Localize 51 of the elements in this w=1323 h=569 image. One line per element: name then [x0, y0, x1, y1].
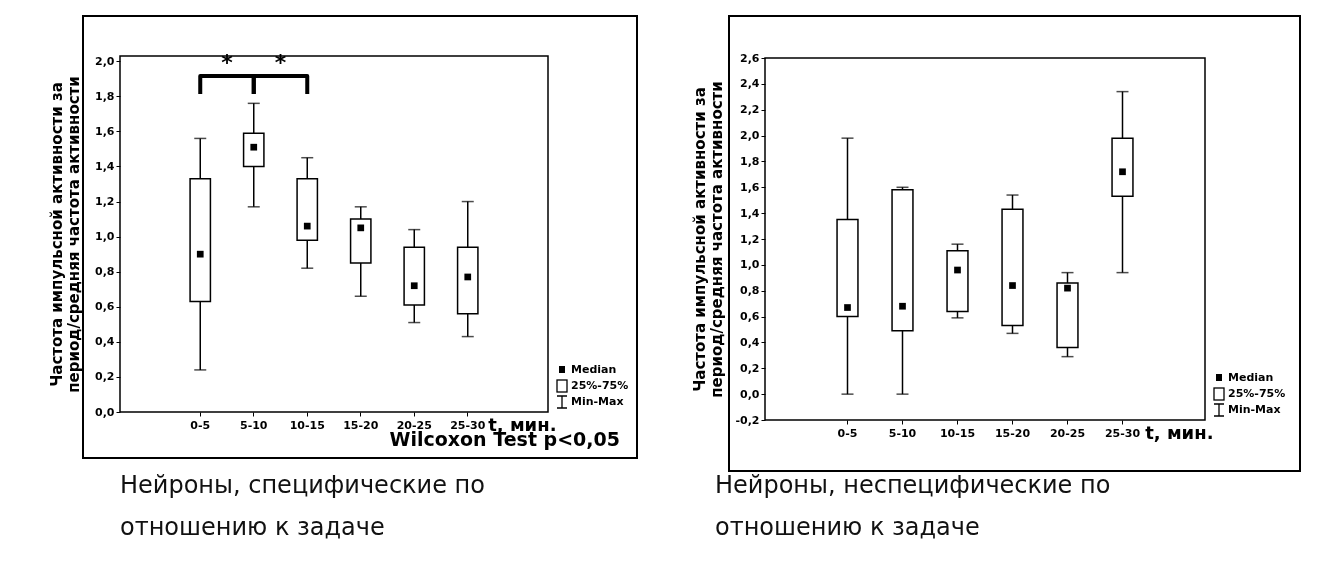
- y-tick-label: 0,2: [95, 370, 115, 384]
- y-tick-label: 1,8: [740, 154, 760, 168]
- text: Median: [1228, 370, 1274, 386]
- y-axis-title: Частота импульсной активности за период/средняя частота активности: [47, 76, 83, 393]
- y-tick-label: 0,0: [95, 405, 115, 419]
- y-tick-label: 1,6: [740, 180, 760, 194]
- x-tick-label: 25-30: [1104, 426, 1141, 440]
- text: Нейроны, специфические по отношению к задаче: [120, 470, 486, 543]
- y-tick-label: 0,8: [95, 265, 115, 279]
- y-tick-label: 1,6: [95, 124, 115, 138]
- text: Min-Max: [1228, 402, 1281, 418]
- y-tick-label: 1,0: [95, 230, 115, 244]
- y-tick-label: 1,4: [95, 159, 115, 173]
- y-tick-label: 1,2: [95, 195, 115, 209]
- y-tick-label: 2,0: [740, 129, 760, 143]
- y-tick-label: 0,0: [740, 387, 760, 401]
- y-tick-label: 2,2: [740, 103, 760, 117]
- y-tick-label: 2,6: [740, 51, 760, 65]
- annotation: *: [221, 50, 234, 75]
- y-tick-label: 0,2: [740, 361, 760, 375]
- y-tick-label: 0,6: [95, 300, 115, 314]
- y-tick-label: 1,0: [740, 258, 760, 272]
- x-tick-label: 20-25: [1049, 426, 1086, 440]
- y-axis-title: Частота импульсной активности за период/средняя частота активности: [690, 81, 726, 398]
- text: Нейроны, неспецифические по отношению к задаче: [715, 470, 1112, 543]
- x-tick-label: 0-5: [190, 418, 211, 432]
- y-tick-label: 1,2: [740, 232, 760, 246]
- y-tick-label: 2,4: [740, 77, 760, 91]
- y-tick-label: 0,4: [95, 335, 115, 349]
- y-tick-label: 0,6: [740, 310, 760, 324]
- x-tick-label: 10-15: [289, 418, 325, 432]
- text: Median: [571, 362, 617, 378]
- x-tick-label: 15-20: [343, 418, 379, 432]
- x-axis-title: t, мин.: [1145, 421, 1214, 443]
- x-tick-label: 5-10: [239, 418, 268, 432]
- x-tick-label: 15-20: [994, 426, 1031, 440]
- annotation: *: [274, 50, 287, 75]
- x-tick-label: 10-15: [939, 426, 976, 440]
- x-tick-label: 0-5: [837, 426, 858, 440]
- x-tick-label: 25-30: [450, 418, 486, 432]
- text: 25%-75%: [571, 378, 629, 394]
- y-tick-label: -0,2: [735, 413, 760, 427]
- y-tick-label: 2,0: [95, 54, 115, 68]
- y-tick-label: 1,4: [740, 206, 760, 220]
- x-tick-label: 20-25: [396, 418, 432, 432]
- y-tick-label: 0,8: [740, 284, 760, 298]
- y-tick-label: 0,4: [740, 335, 760, 349]
- text: Min-Max: [571, 394, 624, 410]
- x-tick-label: 5-10: [888, 426, 917, 440]
- y-tick-label: 1,8: [95, 89, 115, 103]
- text: 25%-75%: [1228, 386, 1286, 402]
